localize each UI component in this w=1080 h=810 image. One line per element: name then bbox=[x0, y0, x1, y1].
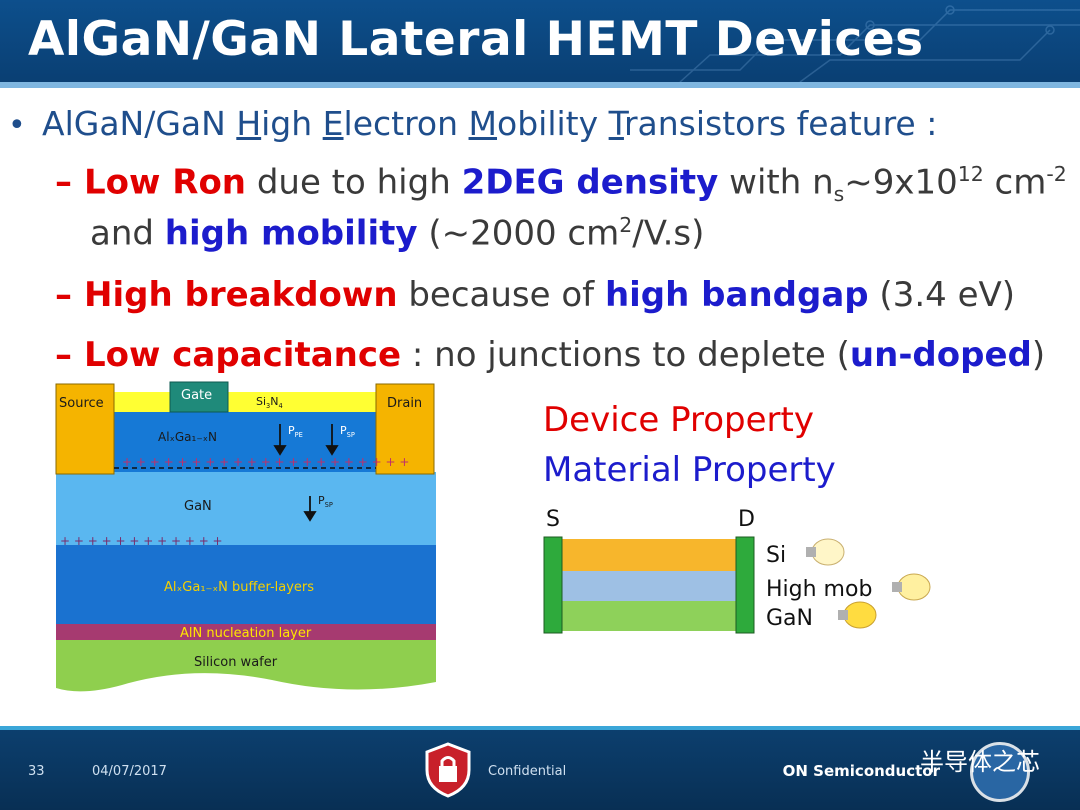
intro-text: ransistors feature : bbox=[623, 104, 938, 143]
stack-drawing bbox=[543, 536, 931, 634]
confidential-label: Confidential bbox=[488, 764, 567, 779]
subscript: s bbox=[833, 182, 845, 207]
text: ~9x10 bbox=[844, 162, 958, 203]
material-stack-diagram: S D Si High mob GaN bbox=[540, 505, 940, 645]
intro-text: obility bbox=[497, 104, 609, 143]
intro-letter-h: H bbox=[236, 104, 262, 143]
highlight-blue: high mobility bbox=[164, 213, 418, 254]
date: 04/07/2017 bbox=[92, 764, 167, 779]
device-property-label: Device Property bbox=[543, 400, 814, 440]
intro-text: lectron bbox=[343, 104, 469, 143]
d-label: D bbox=[738, 507, 755, 532]
highlight-red: High breakdown bbox=[84, 275, 398, 315]
text: ) bbox=[1031, 335, 1046, 375]
buffer-label: AlₓGa₁₋ₓN buffer-layers bbox=[164, 580, 315, 595]
text: : no junctions to deplete ( bbox=[401, 335, 850, 375]
intro-text: igh bbox=[261, 104, 323, 143]
svg-text:+ + + + +: + + + + + + + + + + + + bbox=[60, 534, 223, 548]
text: (~2000 cm bbox=[417, 213, 620, 254]
confidential-shield-icon bbox=[425, 742, 471, 798]
text: (3.4 eV) bbox=[868, 275, 1016, 315]
cross-section-drawing: + + + + + + + + + + + + + + + + + + + + … bbox=[55, 381, 436, 692]
buffer-layer bbox=[56, 545, 436, 624]
sub-bullet-low-ron-cont: and high mobility (~2000 cm2/V.s) bbox=[90, 213, 704, 253]
drain-contact bbox=[375, 383, 435, 475]
aln-layer bbox=[56, 624, 436, 640]
highlight-blue: high bandgap bbox=[604, 275, 869, 315]
footer: 33 04/07/2017 Confidential ON Semiconduc… bbox=[0, 730, 1080, 810]
superscript: 12 bbox=[957, 162, 984, 186]
dash: – bbox=[55, 335, 72, 375]
sub-bullet-high-breakdown: – High breakdown because of high bandgap … bbox=[55, 275, 1015, 315]
aln-label: AlN nucleation layer bbox=[180, 626, 312, 641]
footer-divider bbox=[0, 726, 1080, 730]
intro-letter-e: E bbox=[322, 104, 344, 143]
sub-bullet-low-ron: – Low Ron due to high 2DEG density with n… bbox=[55, 162, 1067, 206]
decorative-circuit-pattern bbox=[630, 5, 1080, 82]
svg-text:+ + + + + + + + + + + + + + +: + + + + + + + + + + + + + + + + + + + + … bbox=[122, 455, 409, 469]
source-label: Source bbox=[59, 396, 104, 411]
title-underline bbox=[0, 82, 1080, 88]
intro-text: AlGaN/GaN bbox=[42, 104, 237, 143]
si-label: Si bbox=[766, 543, 787, 568]
hemt-cross-section: + + + + + + + + + + + + + + + + + + + + … bbox=[52, 380, 440, 702]
psp-label: PSP bbox=[340, 424, 355, 440]
page-number: 33 bbox=[28, 764, 45, 779]
gan-label: GaN bbox=[184, 499, 212, 514]
highlight-red: Low capacitance bbox=[84, 335, 402, 375]
silicon-layer bbox=[56, 638, 436, 692]
gan-layer bbox=[56, 472, 436, 545]
s-label: S bbox=[546, 507, 560, 532]
intro-letter-m: M bbox=[468, 104, 498, 143]
highlight-blue: 2DEG density bbox=[461, 162, 719, 203]
superscript: -2 bbox=[1046, 162, 1067, 186]
sin-label: Si3N4 bbox=[256, 395, 283, 411]
gate-label: Gate bbox=[181, 388, 213, 403]
text: and bbox=[90, 213, 165, 254]
on-semiconductor-logo-icon bbox=[970, 742, 1030, 802]
watermark-text: 半导体之芯 bbox=[920, 748, 1040, 776]
source-contact bbox=[55, 383, 115, 475]
text: with n bbox=[718, 162, 834, 203]
superscript: 2 bbox=[619, 213, 633, 237]
silicon-label: Silicon wafer bbox=[194, 655, 278, 670]
highlight-blue: un-doped bbox=[849, 335, 1032, 375]
ppe-label: PPE bbox=[288, 424, 303, 440]
bulb-icon bbox=[806, 538, 845, 566]
intro-letter-t: T bbox=[608, 104, 624, 143]
bullet-dot: • bbox=[8, 108, 26, 143]
algan-label: AlₓGa₁₋ₓN bbox=[158, 430, 217, 444]
high-mob-label: High mob bbox=[766, 577, 873, 602]
brand-name: ON Semiconductor bbox=[782, 762, 940, 780]
sin-layer bbox=[114, 392, 376, 412]
dash: – bbox=[55, 275, 72, 315]
gate-contact bbox=[169, 381, 229, 413]
material-property-label: Material Property bbox=[543, 450, 836, 490]
text: because of bbox=[397, 275, 605, 315]
highlight-red: Low Ron bbox=[84, 162, 247, 203]
gan-label: GaN bbox=[766, 606, 813, 631]
text: /V.s) bbox=[632, 213, 705, 254]
drain-label: Drain bbox=[387, 396, 423, 411]
sub-bullet-low-capacitance: – Low capacitance : no junctions to deple… bbox=[55, 335, 1045, 375]
bullet-intro: • AlGaN/GaN High Electron Mobility Transi… bbox=[8, 104, 937, 143]
bulb-icon bbox=[838, 601, 877, 629]
text: cm bbox=[983, 162, 1047, 203]
text: due to high bbox=[246, 162, 462, 203]
title-bar: AlGaN/GaN Lateral HEMT Devices bbox=[0, 0, 1080, 82]
slide-title: AlGaN/GaN Lateral HEMT Devices bbox=[28, 12, 924, 67]
dash: – bbox=[55, 162, 72, 203]
psp2-label: PSP bbox=[318, 494, 333, 510]
bulb-icon bbox=[892, 573, 931, 601]
